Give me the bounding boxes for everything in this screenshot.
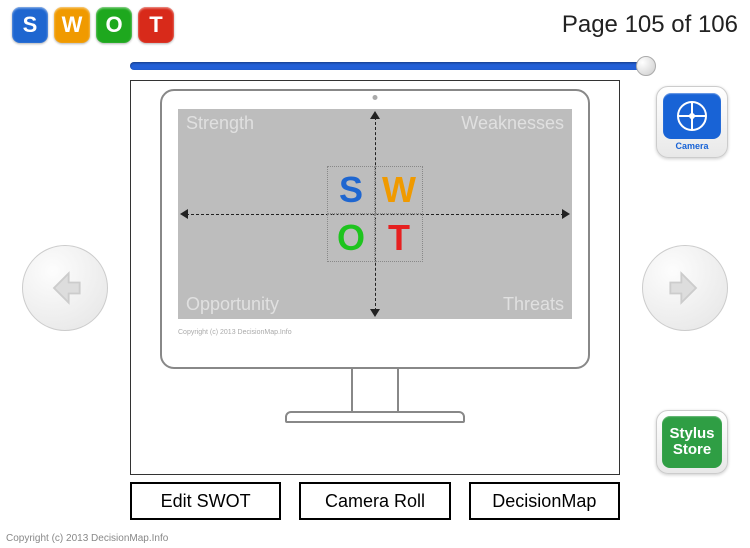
page-copyright: Copyright (c) 2013 DecisionMap.Info — [6, 533, 168, 544]
page-indicator: Page 105 of 106 — [562, 11, 738, 39]
page-slider[interactable] — [130, 56, 650, 76]
monitor-base — [285, 411, 465, 423]
decisionmap-button[interactable]: DecisionMap — [469, 482, 620, 520]
badge-w: W — [54, 7, 90, 43]
monitor-illustration: Strength Weaknesses Opportunity Threats … — [160, 89, 590, 423]
stylus-line2: Store — [673, 442, 711, 459]
swot-badges: S W O T — [12, 7, 174, 43]
stylus-store-button[interactable]: Stylus Store — [656, 410, 728, 474]
camera-icon — [663, 93, 721, 139]
next-page-button[interactable] — [642, 245, 728, 331]
monitor-neck — [351, 367, 399, 411]
monitor-body: Strength Weaknesses Opportunity Threats … — [160, 89, 590, 369]
header: S W O T Page 105 of 106 — [0, 0, 750, 50]
camera-roll-button[interactable]: Camera Roll — [299, 482, 450, 520]
monitor-footer-text: Copyright (c) 2013 DecisionMap.Info — [178, 329, 572, 336]
camera-button[interactable]: Camera — [656, 86, 728, 158]
swot-grid: S W O T — [327, 166, 423, 262]
swot-cell-w: W — [375, 166, 423, 214]
preview-stage: Strength Weaknesses Opportunity Threats … — [130, 80, 620, 475]
camera-label: Camera — [675, 141, 708, 151]
monitor-camera-dot — [373, 95, 378, 100]
slider-thumb[interactable] — [636, 56, 656, 76]
swot-cell-t: T — [375, 214, 423, 262]
stylus-store-inner: Stylus Store — [662, 416, 722, 468]
edit-swot-button[interactable]: Edit SWOT — [130, 482, 281, 520]
monitor-screen: Strength Weaknesses Opportunity Threats … — [178, 109, 572, 319]
prev-page-button[interactable] — [22, 245, 108, 331]
swot-cell-o: O — [327, 214, 375, 262]
badge-s: S — [12, 7, 48, 43]
arrow-left-icon — [43, 266, 87, 310]
badge-o: O — [96, 7, 132, 43]
badge-t: T — [138, 7, 174, 43]
arrow-right-icon — [663, 266, 707, 310]
stylus-line1: Stylus — [669, 426, 714, 443]
bottom-toolbar: Edit SWOT Camera Roll DecisionMap — [130, 482, 620, 520]
slider-track — [130, 62, 650, 70]
swot-cell-s: S — [327, 166, 375, 214]
